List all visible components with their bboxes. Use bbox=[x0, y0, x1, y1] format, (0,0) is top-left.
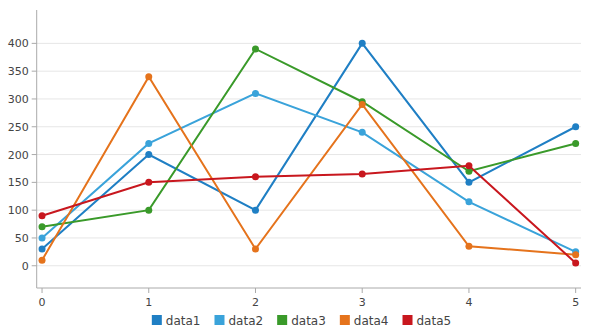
y-tick-label: 100 bbox=[8, 204, 29, 217]
y-tick bbox=[32, 237, 37, 238]
legend-swatch bbox=[152, 315, 162, 325]
y-tick-label: 350 bbox=[8, 65, 29, 78]
data-point[interactable] bbox=[252, 173, 259, 180]
grid bbox=[37, 43, 581, 265]
y-tick-label: 0 bbox=[22, 260, 29, 273]
y-tick bbox=[32, 210, 37, 211]
data-point[interactable] bbox=[145, 179, 152, 186]
legend-label: data4 bbox=[354, 314, 389, 328]
legend-item[interactable]: data4 bbox=[340, 314, 389, 328]
legend: data1 data2 data3 data4 data5 bbox=[152, 314, 451, 328]
y-tick bbox=[32, 154, 37, 155]
grid-line bbox=[37, 265, 581, 266]
data-point[interactable] bbox=[252, 45, 259, 52]
data-point[interactable] bbox=[465, 162, 472, 169]
y-tick-label: 300 bbox=[8, 93, 29, 106]
x-tick-label: 0 bbox=[39, 296, 46, 309]
data-point[interactable] bbox=[39, 234, 46, 241]
x-tick bbox=[148, 288, 149, 293]
data-point[interactable] bbox=[359, 101, 366, 108]
data-point[interactable] bbox=[252, 207, 259, 214]
series-line bbox=[42, 93, 576, 251]
legend-label: data3 bbox=[291, 314, 326, 328]
y-tick bbox=[32, 126, 37, 127]
series-line bbox=[42, 166, 576, 263]
legend-item[interactable]: data2 bbox=[214, 314, 263, 328]
data-point[interactable] bbox=[39, 246, 46, 253]
data-point[interactable] bbox=[572, 259, 579, 266]
legend-item[interactable]: data1 bbox=[152, 314, 201, 328]
data-point[interactable] bbox=[145, 140, 152, 147]
series-line bbox=[42, 43, 576, 249]
x-tick bbox=[468, 288, 469, 293]
legend-item[interactable]: data5 bbox=[403, 314, 452, 328]
data-point[interactable] bbox=[572, 251, 579, 258]
data-point[interactable] bbox=[252, 90, 259, 97]
data-point[interactable] bbox=[252, 246, 259, 253]
series-line bbox=[42, 49, 576, 227]
y-tick-label: 250 bbox=[8, 121, 29, 134]
x-tick-label: 1 bbox=[145, 296, 152, 309]
grid-line bbox=[37, 154, 581, 155]
legend-swatch bbox=[340, 315, 350, 325]
x-tick-label: 2 bbox=[252, 296, 259, 309]
legend-swatch bbox=[403, 315, 413, 325]
grid-line bbox=[37, 71, 581, 72]
x-tick bbox=[362, 288, 363, 293]
x-tick-label: 5 bbox=[572, 296, 579, 309]
data-point[interactable] bbox=[39, 257, 46, 264]
y-tick-label: 200 bbox=[8, 149, 29, 162]
data-point[interactable] bbox=[359, 171, 366, 178]
y-tick bbox=[32, 43, 37, 44]
legend-label: data2 bbox=[228, 314, 263, 328]
y-tick bbox=[32, 98, 37, 99]
x-tick-label: 4 bbox=[465, 296, 472, 309]
x-axis-line bbox=[37, 288, 581, 289]
x-tick bbox=[575, 288, 576, 293]
data-point[interactable] bbox=[572, 140, 579, 147]
data-point[interactable] bbox=[359, 40, 366, 47]
data-point[interactable] bbox=[39, 223, 46, 230]
legend-swatch bbox=[214, 315, 224, 325]
data-point[interactable] bbox=[465, 179, 472, 186]
legend-label: data1 bbox=[166, 314, 201, 328]
y-tick-label: 50 bbox=[15, 232, 29, 245]
series-line bbox=[42, 77, 576, 260]
chart-container: 0 50 100 150 200 250 300 350 400 0 1 2 3 4 5 data1 data2… bbox=[0, 0, 603, 333]
axes: 0 50 100 150 200 250 300 350 400 0 1 2 3 4 5 bbox=[8, 10, 581, 309]
y-tick bbox=[32, 71, 37, 72]
grid-line bbox=[37, 98, 581, 99]
y-tick-label: 400 bbox=[8, 37, 29, 50]
plot-area bbox=[39, 40, 580, 267]
x-tick bbox=[42, 288, 43, 293]
x-tick-label: 3 bbox=[359, 296, 366, 309]
chart-svg: 0 50 100 150 200 250 300 350 400 0 1 2 3 4 5 data1 data2… bbox=[0, 0, 603, 333]
grid-line bbox=[37, 237, 581, 238]
legend-item[interactable]: data3 bbox=[277, 314, 326, 328]
data-point[interactable] bbox=[465, 243, 472, 250]
grid-line bbox=[37, 43, 581, 44]
data-point[interactable] bbox=[39, 212, 46, 219]
y-axis-line bbox=[36, 10, 37, 288]
grid-line bbox=[37, 210, 581, 211]
data-point[interactable] bbox=[572, 123, 579, 130]
data-point[interactable] bbox=[359, 129, 366, 136]
y-tick bbox=[32, 265, 37, 266]
data-point[interactable] bbox=[145, 73, 152, 80]
y-tick bbox=[32, 182, 37, 183]
data-point[interactable] bbox=[465, 198, 472, 205]
data-point[interactable] bbox=[145, 207, 152, 214]
legend-swatch bbox=[277, 315, 287, 325]
x-tick bbox=[255, 288, 256, 293]
data-point[interactable] bbox=[145, 151, 152, 158]
legend-label: data5 bbox=[417, 314, 452, 328]
y-tick-label: 150 bbox=[8, 176, 29, 189]
